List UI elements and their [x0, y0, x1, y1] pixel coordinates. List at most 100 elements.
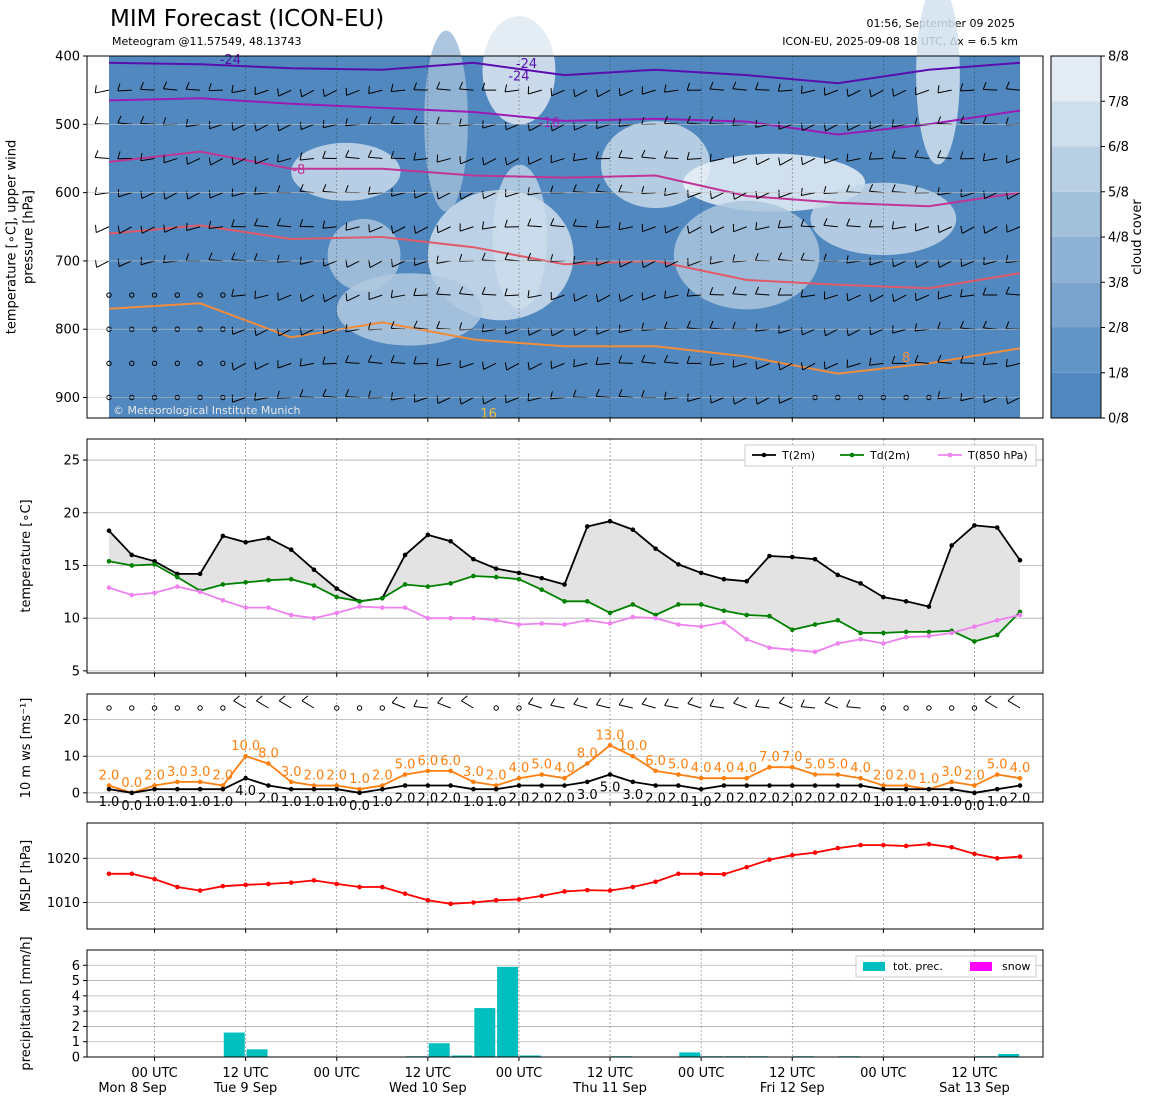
time-tick-label: 00 UTC	[496, 1066, 542, 1081]
mslp-point	[243, 882, 248, 888]
t2m-point	[903, 599, 909, 604]
wind-barb	[527, 290, 530, 298]
wind-barb	[528, 157, 542, 165]
wind-barb	[460, 397, 474, 405]
wind-barb	[140, 82, 144, 90]
calm-wind-circle	[379, 705, 385, 711]
wind-barb	[732, 286, 737, 294]
precip-bar	[223, 1032, 245, 1057]
td2m-point	[767, 613, 772, 619]
t850-point	[858, 636, 863, 642]
t2m-point	[812, 556, 818, 562]
wind-barb	[686, 82, 691, 91]
wind-barb	[460, 157, 474, 165]
wind-barb	[277, 157, 292, 163]
wind-barb	[1006, 293, 1021, 296]
wind-barb	[1006, 226, 1021, 233]
wind-ytick-label: 0	[72, 786, 80, 801]
wind-ytick-label: 20	[63, 713, 80, 728]
surface-wind-barb	[391, 696, 398, 704]
wind-barb	[1006, 224, 1008, 233]
wind-speed-value-label: 1.0	[281, 795, 302, 810]
wind-barb	[687, 397, 702, 402]
t850-point	[129, 592, 135, 598]
legend-label: tot. prec.	[893, 960, 943, 973]
wind-barb	[208, 157, 212, 166]
wind-barb	[367, 390, 372, 399]
wind-barb	[299, 389, 304, 397]
wind-barb	[665, 226, 679, 234]
wind-barb	[641, 390, 645, 398]
surface-wind-barb	[573, 697, 579, 705]
wind-barb	[596, 123, 611, 129]
t2m-point	[266, 535, 271, 541]
t850-point	[767, 645, 772, 651]
calm-wind-circle	[493, 705, 499, 711]
wind-barb	[392, 226, 406, 234]
surface-wind-barb	[619, 704, 633, 709]
wind-barb	[574, 123, 588, 131]
wind-barb	[755, 226, 770, 231]
mslp-point	[789, 852, 795, 858]
wind-barb	[802, 123, 816, 132]
wind-barb	[255, 362, 269, 370]
wind-barb	[756, 397, 770, 405]
wind-barb	[437, 192, 451, 200]
gust-point	[152, 783, 157, 788]
wind-barb	[573, 89, 576, 97]
wind-barb	[186, 123, 201, 128]
wind-barb	[801, 192, 816, 197]
wind-barb	[982, 153, 986, 161]
colorbar-tick-label: 8/8	[1108, 50, 1129, 65]
cloud-frame	[86, 55, 1044, 419]
wind-barb	[664, 361, 679, 364]
wind-barb	[162, 81, 168, 89]
t850-point	[311, 615, 317, 621]
gust-point	[493, 783, 499, 788]
wind-barb	[959, 355, 964, 364]
wind-speed-value-label: 2.0	[440, 792, 461, 807]
wind-speed-point	[812, 783, 818, 788]
gust-point	[630, 753, 636, 759]
t2m-point	[949, 543, 954, 548]
wind-barb	[368, 294, 383, 301]
wind-barb	[846, 225, 861, 228]
surface-wind-barb	[664, 698, 669, 706]
mslp-point	[266, 881, 271, 887]
wind-speed-point	[152, 786, 157, 792]
mslp-point	[584, 887, 590, 893]
wind-barb	[527, 393, 530, 401]
surface-wind-barb	[755, 705, 770, 709]
gust-point	[175, 779, 180, 785]
wind-speed-value-label: 2.0	[827, 792, 848, 807]
gust-value-label: 3.0	[167, 765, 188, 780]
precip-bar	[497, 966, 519, 1057]
wind-barb	[572, 152, 576, 161]
wind-barb	[960, 89, 975, 92]
wind-barb	[1007, 192, 1021, 200]
wind-speed-value-label: 1.0	[167, 795, 188, 810]
wind-barb	[802, 158, 816, 166]
wind-barb	[663, 321, 668, 329]
wind-barb	[574, 328, 588, 337]
surface-wind-barb	[391, 702, 406, 709]
wind-frame	[86, 693, 1044, 803]
surface-wind-barb	[846, 706, 861, 709]
gust-point	[357, 786, 362, 792]
calm-wind-circle	[151, 705, 158, 711]
wind-barb	[231, 362, 234, 371]
wind-barb	[868, 357, 872, 366]
wind-speed-point	[584, 779, 590, 785]
wind-barb	[779, 362, 793, 371]
wind-barb	[824, 294, 838, 300]
t2m-point	[425, 532, 431, 538]
wind-barb	[847, 362, 861, 368]
wind-barb	[527, 192, 542, 196]
wind-barb	[960, 115, 965, 124]
t850-point	[175, 584, 180, 589]
wind-barb	[505, 123, 520, 131]
wind-barb	[527, 362, 530, 370]
wind-barb	[413, 288, 417, 296]
wind-barb	[345, 324, 348, 332]
